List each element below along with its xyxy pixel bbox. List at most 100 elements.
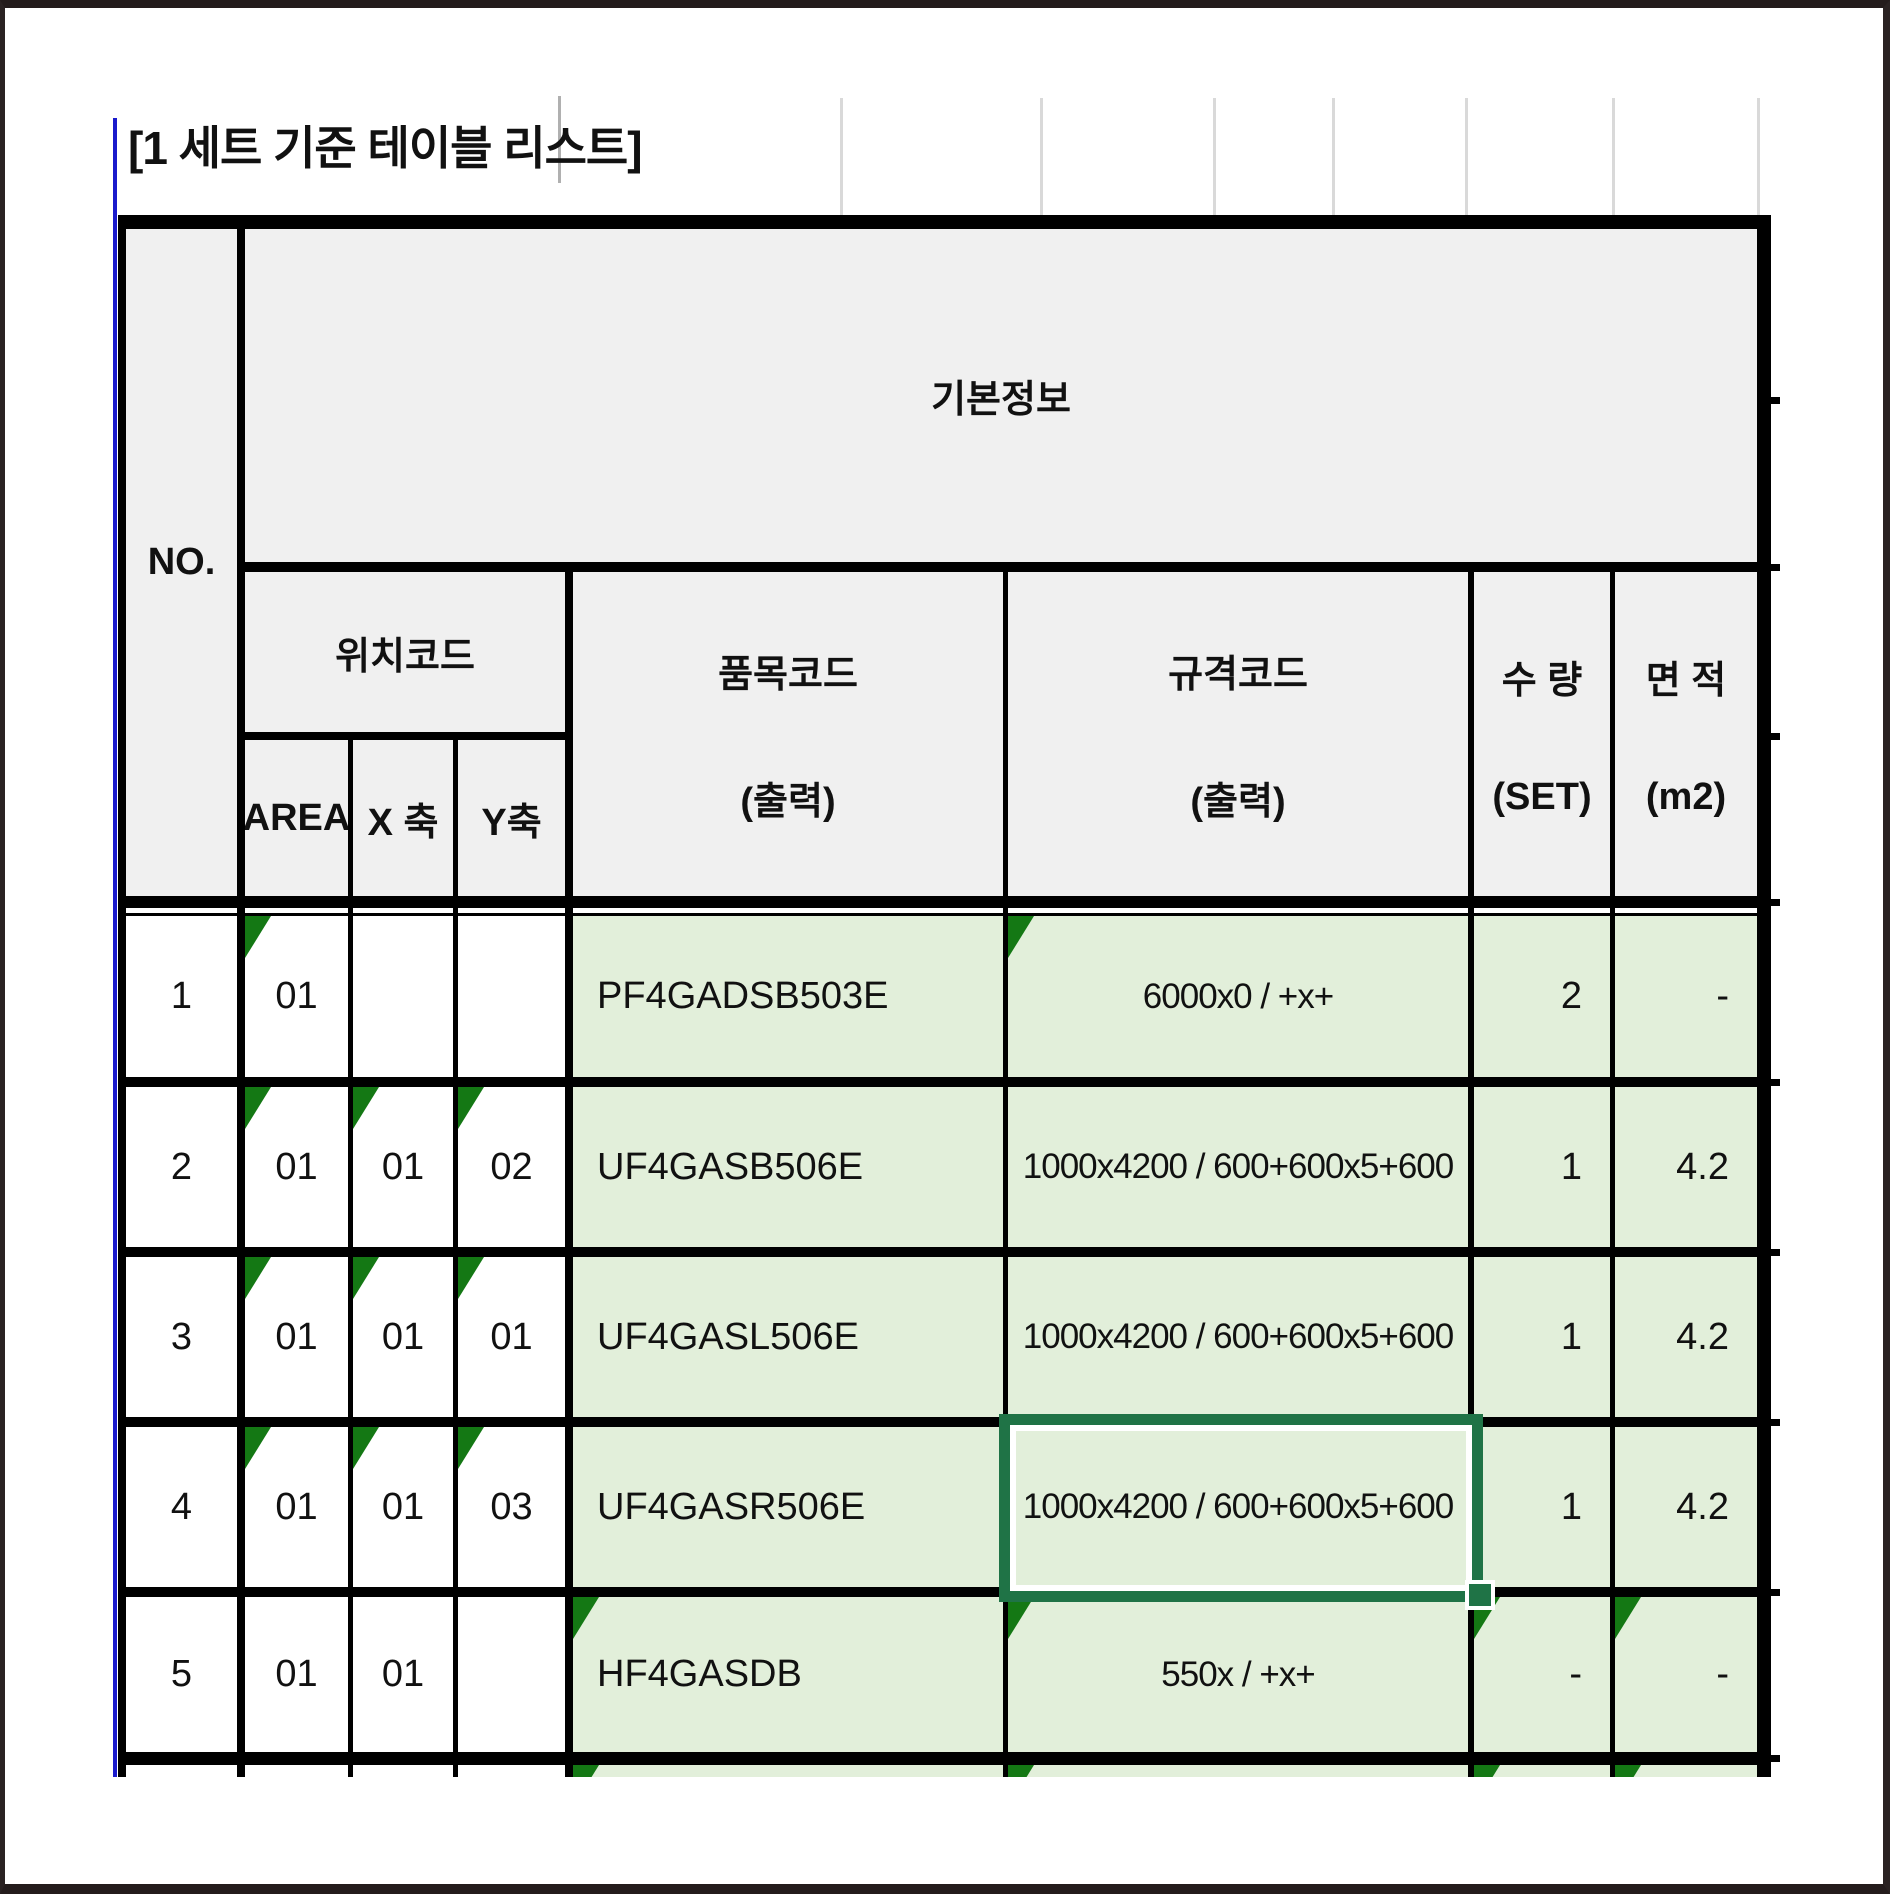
cell-y-3[interactable]: 01 (458, 1257, 565, 1417)
cell-no-2[interactable]: 2 (126, 1087, 237, 1247)
header-location-code[interactable]: 위치코드 (245, 572, 565, 732)
table-border (118, 215, 1771, 229)
header-x-axis[interactable]: X 축 (353, 740, 453, 896)
fill-handle[interactable] (1465, 1580, 1495, 1610)
cell-size-2[interactable]: 4.2 (1615, 1087, 1757, 1247)
table-border (118, 1752, 1771, 1765)
active-cell-selection[interactable] (999, 1414, 1483, 1602)
cell-area-3[interactable]: 01 (245, 1257, 348, 1417)
cell-spec-4-selected[interactable]: 1000x4200 / 600+600x5+600 (1008, 1427, 1468, 1587)
cell-item-5-value: HF4GASDB (597, 1653, 802, 1695)
cell-no-6-partial[interactable] (126, 1765, 237, 1777)
cell-item-2[interactable]: UF4GASB506E (573, 1087, 1003, 1247)
header-qty[interactable]: 수 량 (SET) (1474, 572, 1610, 896)
cell-y-1[interactable] (458, 916, 565, 1077)
error-indicator-icon (245, 1257, 271, 1299)
cell-area-4[interactable]: 01 (245, 1427, 348, 1587)
cell-qty-1[interactable]: 2 (1474, 916, 1610, 1077)
cell-item-6-partial[interactable] (573, 1765, 1003, 1777)
header-item-code[interactable]: 품목코드 (출력) (573, 572, 1003, 896)
cell-no-5[interactable]: 5 (126, 1597, 237, 1752)
cell-x-1[interactable] (353, 916, 453, 1077)
gridline (1040, 98, 1043, 215)
cell-area-6-partial[interactable] (245, 1765, 348, 1777)
table-border (1003, 572, 1008, 1777)
cell-x-2-value: 01 (381, 1145, 425, 1188)
cell-no-4[interactable]: 4 (126, 1427, 237, 1587)
cell-qty-3[interactable]: 1 (1474, 1257, 1610, 1417)
cell-x-5[interactable]: 01 (353, 1597, 453, 1752)
cell-size-4[interactable]: 4.2 (1615, 1427, 1757, 1587)
table-border (245, 562, 1757, 572)
cell-qty-5[interactable]: - (1474, 1597, 1610, 1752)
cell-no-1[interactable]: 1 (126, 916, 237, 1077)
cell-spec-3[interactable]: 1000x4200 / 600+600x5+600 (1008, 1257, 1468, 1417)
error-indicator-icon (245, 916, 271, 958)
cutoff-column-tick (1771, 733, 1780, 740)
cell-y-2[interactable]: 02 (458, 1087, 565, 1247)
header-spec-code-label: 규격코드 (1168, 654, 1308, 696)
cell-item-5[interactable]: HF4GASDB (573, 1597, 1003, 1752)
header-spec-code-sub: (출력) (1190, 781, 1286, 823)
cell-spec-5[interactable]: 550x / +x+ (1008, 1597, 1468, 1752)
cell-item-3[interactable]: UF4GASL506E (573, 1257, 1003, 1417)
header-no[interactable]: NO. (126, 229, 237, 896)
gridline (840, 98, 843, 215)
cell-x-4-value: 01 (381, 1485, 425, 1528)
table-border (118, 1587, 1771, 1597)
error-indicator-icon (1008, 1765, 1034, 1777)
table-border (1610, 572, 1615, 1777)
cell-size-5[interactable]: - (1615, 1597, 1757, 1752)
cell-size-3[interactable]: 4.2 (1615, 1257, 1757, 1417)
page-title[interactable]: [1 세트 기준 테이블 리스트] (128, 122, 643, 174)
gridline (1213, 98, 1216, 215)
cell-spec-6-partial[interactable] (1008, 1765, 1468, 1777)
cell-spec-1-value: 6000x0 / +x+ (1142, 976, 1334, 1016)
table-border (118, 1417, 1771, 1427)
cell-x-3[interactable]: 01 (353, 1257, 453, 1417)
cell-qty-4[interactable]: 1 (1474, 1427, 1610, 1587)
cell-y-5[interactable] (458, 1597, 565, 1752)
cell-area-4-value: 01 (275, 1485, 318, 1528)
cell-item-4[interactable]: UF4GASR506E (573, 1427, 1003, 1587)
table-border (118, 913, 1771, 916)
cell-size-5-value: - (1716, 1653, 1729, 1695)
header-spec-code[interactable]: 규격코드 (출력) (1008, 572, 1468, 896)
cell-no-3[interactable]: 3 (126, 1257, 237, 1417)
cell-area-5[interactable]: 01 (245, 1597, 348, 1752)
header-area[interactable]: AREA (245, 740, 348, 896)
error-indicator-icon (353, 1257, 379, 1299)
header-area-m2[interactable]: 면 적 (m2) (1615, 572, 1757, 896)
header-area-m2-sub: (m2) (1645, 776, 1727, 818)
cell-item-1[interactable]: PF4GADSB503E (573, 916, 1003, 1077)
cell-area-1[interactable]: 01 (245, 916, 348, 1077)
error-indicator-icon (353, 1427, 379, 1469)
cell-qty-6-partial[interactable] (1474, 1765, 1610, 1777)
cell-y-3-value: 01 (490, 1315, 533, 1358)
header-qty-label: 수 량 (1501, 660, 1583, 702)
header-y-axis[interactable]: Y축 (458, 740, 565, 896)
page-break-line (113, 118, 117, 1777)
cutoff-column-tick (1771, 1079, 1780, 1086)
table-border (1757, 215, 1771, 1777)
header-basic-info[interactable]: 기본정보 (245, 229, 1757, 562)
table-border (348, 740, 353, 1777)
cell-qty-2[interactable]: 1 (1474, 1087, 1610, 1247)
cell-x-6-partial[interactable] (353, 1765, 453, 1777)
cell-size-1[interactable]: - (1615, 916, 1757, 1077)
cell-y-4[interactable]: 03 (458, 1427, 565, 1587)
table-border (453, 740, 458, 1777)
gridline (1612, 98, 1615, 215)
header-location-code-label: 위치코드 (335, 635, 475, 678)
cell-spec-2[interactable]: 1000x4200 / 600+600x5+600 (1008, 1087, 1468, 1247)
cell-spec-1[interactable]: 6000x0 / +x+ (1008, 916, 1468, 1077)
cell-qty-5-value: - (1569, 1653, 1582, 1695)
cutoff-column-tick (1771, 1755, 1780, 1762)
error-indicator-icon (245, 1427, 271, 1469)
cell-size-6-partial[interactable] (1615, 1765, 1757, 1777)
cell-x-4[interactable]: 01 (353, 1427, 453, 1587)
cell-x-2[interactable]: 01 (353, 1087, 453, 1247)
cell-area-2[interactable]: 01 (245, 1087, 348, 1247)
table-border (565, 572, 573, 1777)
cell-y-6-partial[interactable] (458, 1765, 565, 1777)
